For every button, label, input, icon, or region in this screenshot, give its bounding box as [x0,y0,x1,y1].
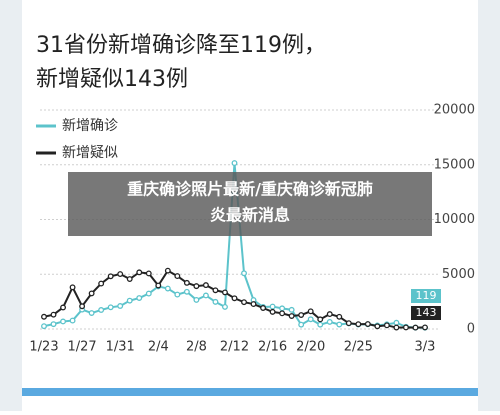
data-point [231,295,238,302]
data-point [193,283,200,290]
data-point [79,303,86,310]
x-tick-label: 2/12 [220,340,249,355]
y-tick-label: 20000 [434,103,475,118]
data-point [50,321,57,328]
data-point [241,270,247,277]
caption-text: 炎最新消息 [210,206,290,225]
data-point [345,320,352,327]
data-point [250,301,257,308]
data-point [336,321,343,328]
caption-box [68,172,432,236]
data-point [241,299,247,306]
data-point [336,313,343,320]
legend-label: 新增疑似 [62,145,118,161]
data-point [403,324,409,331]
chart-title: 31省份新增确诊降至119例， [36,33,326,58]
y-tick-label: 0 [467,322,475,337]
x-tick-label: 2/16 [258,340,287,355]
data-point [88,310,95,316]
data-point [50,311,57,318]
data-point [298,321,305,328]
data-point [60,318,66,325]
caption-text: 重庆确诊照片最新/重庆确诊新冠肺 [127,180,373,199]
x-tick-label: 2/4 [148,340,169,355]
data-point [393,319,400,326]
data-point [126,297,133,304]
data-point [288,306,295,313]
legend-label: 新增确诊 [62,118,118,134]
data-point [136,269,143,276]
x-tick-label: 2/20 [296,340,325,355]
data-point [317,321,324,328]
data-point [326,311,333,318]
data-point [383,322,390,329]
data-point [326,318,333,325]
x-tick-label: 2/8 [186,340,207,355]
data-point [183,288,190,295]
end-label: 143 [416,306,437,319]
data-point [98,280,105,287]
data-point [117,303,124,309]
x-tick-label: 3/3 [415,340,436,355]
data-point [288,313,295,319]
x-tick-label: 1/31 [106,340,135,355]
data-point [126,276,133,282]
end-label-box [411,306,441,320]
data-point [174,291,181,298]
data-point [41,313,47,320]
data-point [202,292,209,299]
data-point [136,295,143,301]
y-tick-label: 15000 [434,157,475,172]
data-point [107,273,114,280]
data-point [260,305,267,311]
data-point [212,298,219,305]
data-point [88,290,95,297]
y-tick-label: 10000 [434,212,475,227]
data-point [107,304,114,311]
data-point [222,303,228,310]
data-point [298,312,305,318]
data-point [222,289,228,296]
data-point [269,303,276,310]
data-point [212,287,219,294]
data-point [164,267,171,274]
x-tick-label: 1/27 [67,340,96,355]
data-point [41,323,47,330]
data-point [183,279,190,286]
data-point [307,308,314,315]
data-point [393,324,400,331]
data-point [279,305,286,312]
end-label: 119 [416,289,437,302]
data-point [364,321,371,328]
data-point [60,304,66,311]
data-point [422,324,428,331]
data-point [412,324,419,331]
data-point [279,310,286,317]
y-tick-label: 5000 [442,267,475,282]
data-point [231,160,238,167]
data-point [117,271,124,277]
data-point [355,321,362,328]
data-point [307,316,314,323]
end-label-box [411,289,441,303]
data-point [269,308,276,315]
x-tick-label: 1/23 [29,340,58,355]
data-point [317,316,324,323]
data-point [174,273,181,280]
data-point [202,282,209,289]
data-point [374,323,381,330]
bottom-stripe [22,388,478,396]
data-point [193,296,200,303]
data-point [69,317,76,324]
data-point [145,270,152,277]
data-point [98,307,105,313]
data-point [155,282,162,289]
chart-title: 新增疑似143例 [36,67,188,92]
data-point [145,290,152,297]
data-point [164,285,171,292]
x-tick-label: 2/25 [344,340,373,355]
data-point [69,284,76,291]
